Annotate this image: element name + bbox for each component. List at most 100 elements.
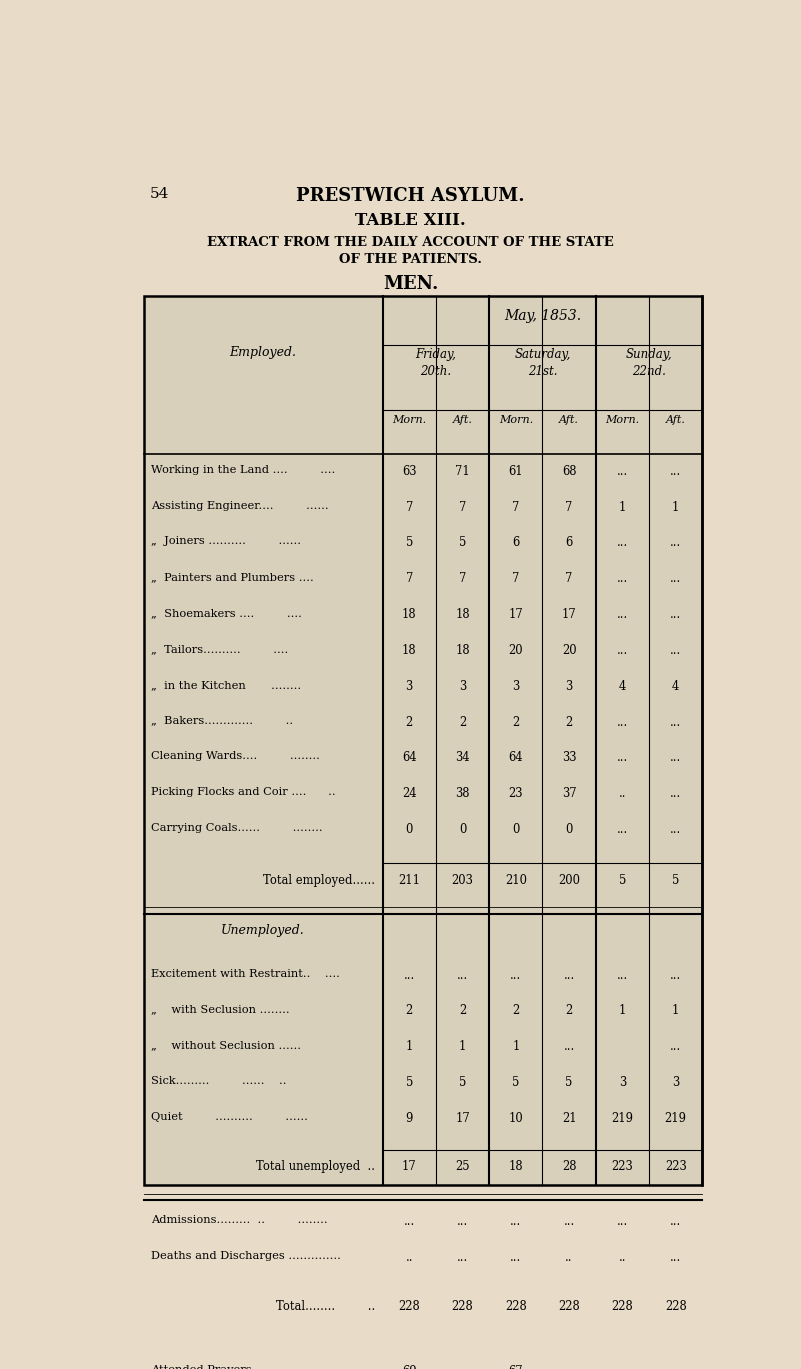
- Text: 223: 223: [611, 1161, 634, 1173]
- Text: 1: 1: [459, 1040, 466, 1053]
- Text: ...: ...: [617, 969, 628, 982]
- Text: 0: 0: [566, 823, 573, 836]
- Text: „  Joiners ..........         ......: „ Joiners .......... ......: [151, 537, 301, 546]
- Text: Carrying Coals......         ........: Carrying Coals...... ........: [151, 823, 323, 834]
- Text: 18: 18: [455, 643, 470, 657]
- Text: 20: 20: [562, 643, 577, 657]
- Text: ...: ...: [670, 823, 682, 836]
- Text: ...: ...: [404, 969, 415, 982]
- Text: 5: 5: [405, 537, 413, 549]
- Text: 210: 210: [505, 873, 527, 887]
- Text: Quiet         ..........         ......: Quiet .......... ......: [151, 1112, 308, 1123]
- Text: EXTRACT FROM THE DAILY ACCOUNT OF THE STATE: EXTRACT FROM THE DAILY ACCOUNT OF THE ST…: [207, 235, 614, 249]
- Text: 2: 2: [459, 716, 466, 728]
- Text: 219: 219: [611, 1112, 634, 1125]
- Text: 61: 61: [509, 464, 523, 478]
- Text: ...: ...: [670, 1040, 682, 1053]
- Text: ...: ...: [457, 1251, 468, 1264]
- Text: ...: ...: [510, 1251, 521, 1264]
- Text: ...: ...: [670, 643, 682, 657]
- Text: ...: ...: [617, 823, 628, 836]
- Text: Morn.: Morn.: [392, 415, 426, 426]
- Text: ..: ..: [618, 1251, 626, 1264]
- Text: „    with Seclusion ........: „ with Seclusion ........: [151, 1005, 290, 1014]
- Text: ...: ...: [617, 1365, 628, 1369]
- Text: 2: 2: [512, 1005, 519, 1017]
- Text: Aft.: Aft.: [453, 415, 473, 426]
- Text: 5: 5: [459, 537, 466, 549]
- Text: 5: 5: [459, 1076, 466, 1090]
- Text: Morn.: Morn.: [499, 415, 533, 426]
- Text: 0: 0: [459, 823, 466, 836]
- Text: „  in the Kitchen       ........: „ in the Kitchen ........: [151, 680, 301, 690]
- Text: ...: ...: [563, 1216, 574, 1228]
- Text: 2: 2: [566, 1005, 573, 1017]
- Text: 17: 17: [402, 1161, 417, 1173]
- Text: ...: ...: [617, 464, 628, 478]
- Text: 17: 17: [562, 608, 577, 622]
- Text: 21: 21: [562, 1112, 577, 1125]
- Text: TABLE XIII.: TABLE XIII.: [355, 212, 466, 229]
- Text: Aft.: Aft.: [559, 415, 579, 426]
- Text: 3: 3: [618, 1076, 626, 1090]
- Text: 7: 7: [459, 501, 466, 513]
- Text: 228: 228: [665, 1299, 686, 1313]
- Text: ...: ...: [457, 1365, 468, 1369]
- Text: 7: 7: [405, 572, 413, 585]
- Text: ...: ...: [563, 969, 574, 982]
- Text: 2: 2: [512, 716, 519, 728]
- Text: 64: 64: [402, 752, 417, 764]
- Text: ...: ...: [510, 969, 521, 982]
- Text: ...: ...: [670, 787, 682, 801]
- Text: ...: ...: [457, 969, 468, 982]
- Text: Attended Prayers ..........    ....: Attended Prayers .......... ....: [151, 1365, 322, 1369]
- Text: 1: 1: [672, 1005, 679, 1017]
- Bar: [143, 296, 702, 1184]
- Text: OF THE PATIENTS.: OF THE PATIENTS.: [339, 253, 482, 266]
- Text: 3: 3: [672, 1076, 679, 1090]
- Text: Total employed......: Total employed......: [263, 873, 375, 887]
- Text: 28: 28: [562, 1161, 576, 1173]
- Text: Total unemployed  ..: Total unemployed ..: [256, 1161, 375, 1173]
- Text: 54: 54: [150, 188, 169, 201]
- Text: ...: ...: [670, 537, 682, 549]
- Text: May, 1853.: May, 1853.: [504, 308, 581, 323]
- Text: ..: ..: [618, 787, 626, 801]
- Text: ...: ...: [617, 1216, 628, 1228]
- Text: 6: 6: [566, 537, 573, 549]
- Text: 1: 1: [618, 501, 626, 513]
- Text: 2: 2: [566, 716, 573, 728]
- Text: 223: 223: [665, 1161, 686, 1173]
- Text: 5: 5: [618, 873, 626, 887]
- Text: 228: 228: [611, 1299, 634, 1313]
- Text: 6: 6: [512, 537, 519, 549]
- Text: 228: 228: [558, 1299, 580, 1313]
- Text: 17: 17: [455, 1112, 470, 1125]
- Text: 9: 9: [405, 1112, 413, 1125]
- Text: 0: 0: [512, 823, 520, 836]
- Text: 1: 1: [672, 501, 679, 513]
- Text: ...: ...: [617, 537, 628, 549]
- Text: 1: 1: [512, 1040, 520, 1053]
- Text: 63: 63: [402, 464, 417, 478]
- Text: 33: 33: [562, 752, 576, 764]
- Text: 7: 7: [405, 501, 413, 513]
- Text: Picking Flocks and Coir ....      ..: Picking Flocks and Coir .... ..: [151, 787, 336, 797]
- Text: 200: 200: [558, 873, 580, 887]
- Text: ...: ...: [670, 1216, 682, 1228]
- Text: 10: 10: [509, 1112, 523, 1125]
- Text: 3: 3: [566, 680, 573, 693]
- Text: 211: 211: [398, 873, 421, 887]
- Text: ...: ...: [617, 752, 628, 764]
- Text: PRESTWICH ASYLUM.: PRESTWICH ASYLUM.: [296, 188, 525, 205]
- Text: ...: ...: [670, 572, 682, 585]
- Text: ...: ...: [670, 464, 682, 478]
- Text: 71: 71: [455, 464, 470, 478]
- Text: 3: 3: [459, 680, 466, 693]
- Text: Sunday,
22nd.: Sunday, 22nd.: [626, 348, 672, 378]
- Text: Friday,
20th.: Friday, 20th.: [416, 348, 457, 378]
- Text: Cleaning Wards....         ........: Cleaning Wards.... ........: [151, 752, 320, 761]
- Text: ..: ..: [566, 1251, 573, 1264]
- Text: 69: 69: [402, 1365, 417, 1369]
- Text: „  Painters and Plumbers ....: „ Painters and Plumbers ....: [151, 572, 314, 582]
